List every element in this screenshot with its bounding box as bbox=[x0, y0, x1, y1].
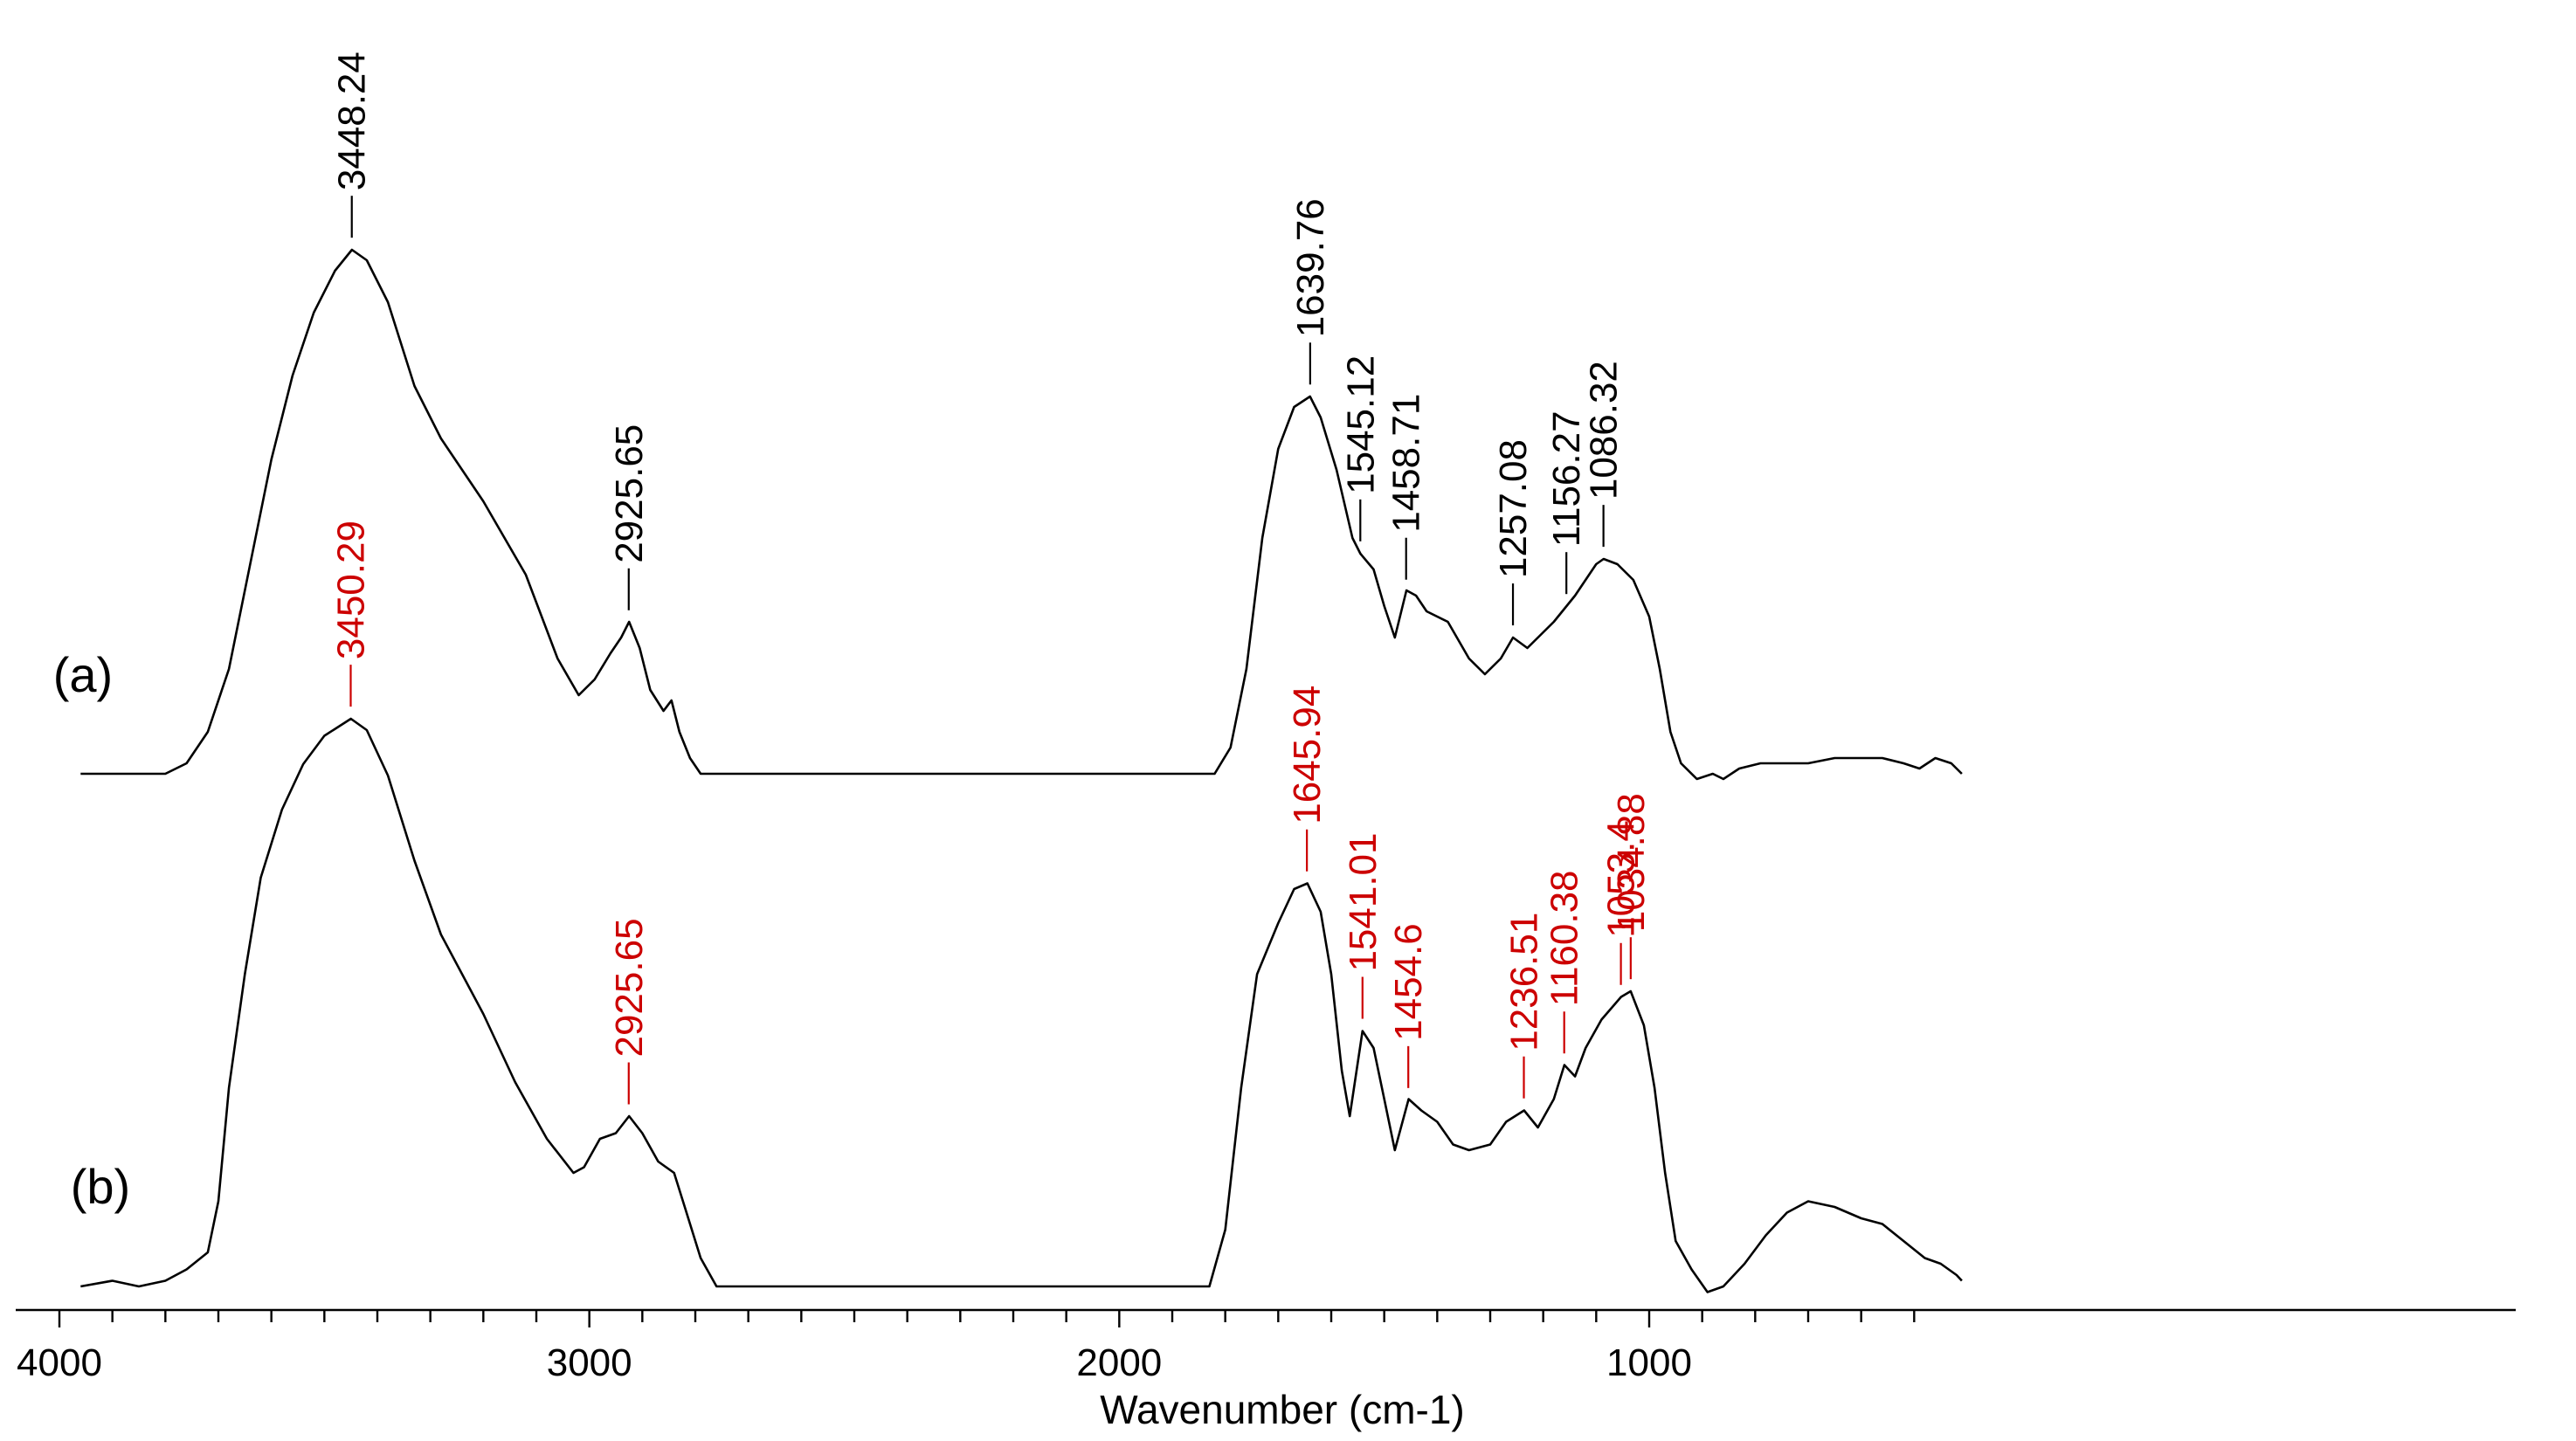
spectrum-trace-b bbox=[80, 719, 1962, 1293]
peak-label: 1086.32 bbox=[1583, 361, 1626, 500]
peak-label: 1541.01 bbox=[1342, 832, 1385, 971]
peak-label: 1545.12 bbox=[1339, 355, 1382, 494]
peak-label: 1236.51 bbox=[1503, 913, 1546, 1051]
peak-label: 2925.65 bbox=[608, 918, 651, 1057]
x-tick-label: 4000 bbox=[17, 1341, 102, 1384]
trace-label-b: (b) bbox=[71, 1159, 130, 1214]
peak-label: 1034.88 bbox=[1610, 793, 1653, 932]
trace-labels: (a) (b) bbox=[53, 647, 130, 1214]
peak-label: 3448.24 bbox=[331, 52, 374, 190]
x-tick-label: 2000 bbox=[1076, 1341, 1162, 1384]
peak-label: 1454.6 bbox=[1387, 923, 1430, 1041]
peak-label: 1160.38 bbox=[1544, 870, 1586, 1006]
trace-label-a: (a) bbox=[53, 647, 113, 702]
peak-label: 1645.94 bbox=[1286, 686, 1329, 824]
peak-label: 1639.76 bbox=[1289, 198, 1332, 337]
x-axis: 4000 3000 2000 1000 bbox=[16, 1310, 2516, 1384]
peak-label: 1458.71 bbox=[1385, 394, 1428, 533]
peak-label: 1257.08 bbox=[1492, 439, 1535, 578]
x-tick-label: 3000 bbox=[547, 1341, 632, 1384]
peak-label: 3450.29 bbox=[329, 521, 372, 659]
x-axis-title: Wavenumber (cm-1) bbox=[1100, 1387, 1464, 1432]
x-tick-label: 1000 bbox=[1606, 1341, 1692, 1384]
peak-label: 2925.65 bbox=[608, 424, 651, 563]
spectrum-traces bbox=[80, 250, 1962, 1293]
spectrum-trace-a bbox=[80, 250, 1962, 779]
